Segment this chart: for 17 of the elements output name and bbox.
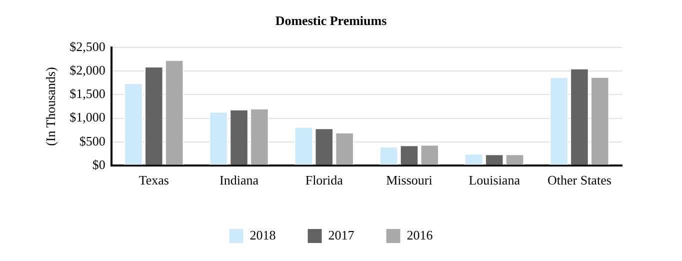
x-tick-label: Other States bbox=[547, 172, 612, 188]
legend-label: 2016 bbox=[406, 227, 434, 242]
y-tick-label: $500 bbox=[79, 133, 106, 148]
legend-label: 2018 bbox=[250, 227, 276, 242]
y-tick-label: $0 bbox=[92, 156, 106, 172]
y-tick-label: $1,000 bbox=[70, 110, 106, 125]
y-tick-label: $2,500 bbox=[70, 39, 106, 54]
x-tick-label: Florida bbox=[305, 172, 344, 188]
legend-label: 2017 bbox=[328, 227, 355, 242]
x-tick-label: Texas bbox=[138, 172, 169, 188]
x-tick-label: Missouri bbox=[386, 172, 433, 188]
x-tick-label: Louisiana bbox=[468, 172, 520, 188]
y-axis-title: (In Thousands) bbox=[43, 67, 58, 146]
x-tick-label: Indiana bbox=[220, 172, 259, 188]
chart-title: Domestic Premiums bbox=[275, 13, 387, 28]
y-tick-label: $2,000 bbox=[70, 62, 106, 78]
y-tick-label: $1,500 bbox=[70, 86, 106, 102]
